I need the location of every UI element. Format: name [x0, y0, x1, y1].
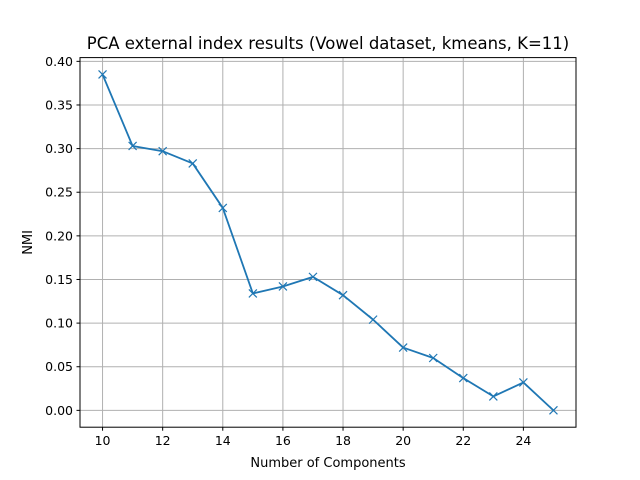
- data-point: [428, 353, 438, 363]
- plot-area: [80, 57, 576, 428]
- data-point: [549, 405, 558, 415]
- y-tick-label: 0.05: [45, 359, 73, 374]
- y-tick-label: 0.00: [45, 403, 73, 418]
- data-point-marker: [278, 282, 288, 291]
- y-tick-label: 0.15: [45, 272, 73, 287]
- data-point-marker: [458, 373, 468, 383]
- x-tick-label: 20: [395, 433, 411, 448]
- data-point: [518, 378, 528, 387]
- x-tick-label: 16: [275, 433, 291, 448]
- data-point-marker: [128, 141, 138, 151]
- y-axis-label: NMI: [21, 230, 36, 255]
- x-axis-label: Number of Components: [250, 456, 405, 471]
- data-point: [278, 282, 288, 291]
- grid: [80, 57, 576, 428]
- y-tick-label: 0.20: [45, 228, 73, 243]
- data-point: [248, 289, 258, 298]
- data-point-marker: [158, 146, 168, 156]
- data-point: [188, 159, 198, 168]
- y-tick-label: 0.40: [45, 54, 73, 69]
- y-tick-label: 0.25: [45, 185, 73, 200]
- data-point: [458, 373, 468, 383]
- data-point: [158, 146, 168, 156]
- data-point-marker: [248, 289, 258, 298]
- data-point-marker: [428, 353, 438, 363]
- ticks: 10 12 14 16 18 20 22 24 0.00 0.05 0.10 0.15 0.20 0.25…: [45, 54, 531, 448]
- data-point-marker: [398, 343, 408, 352]
- data-point-marker: [98, 70, 107, 79]
- data-point: [98, 70, 107, 79]
- data-point-marker: [338, 290, 348, 300]
- axes-frame: [79, 57, 577, 428]
- x-tick-label: 10: [95, 433, 111, 448]
- chart-title: PCA external index results (Vowel datase…: [87, 34, 569, 53]
- data-point-marker: [308, 272, 318, 282]
- data-point: [488, 391, 498, 401]
- y-tick-label: 0.10: [45, 316, 73, 331]
- data-point: [218, 203, 228, 213]
- y-tick-label: 0.30: [45, 141, 73, 156]
- x-tick-label: 24: [515, 433, 531, 448]
- x-tick-label: 22: [455, 433, 471, 448]
- data-point: [398, 343, 408, 352]
- data-point: [308, 272, 318, 282]
- series-layer: [98, 70, 558, 415]
- y-tick-label: 0.35: [45, 97, 73, 112]
- data-point-marker: [488, 391, 498, 401]
- data-point-marker: [368, 315, 378, 325]
- series-line: [101, 73, 555, 412]
- x-tick-label: 14: [215, 433, 231, 448]
- series-0: [98, 70, 558, 415]
- data-point: [338, 290, 348, 300]
- x-tick-label: 12: [155, 433, 171, 448]
- data-point-marker: [188, 159, 198, 168]
- x-tick-label: 18: [335, 433, 351, 448]
- data-point: [368, 315, 378, 325]
- data-point-marker: [518, 378, 528, 387]
- data-point-marker: [549, 405, 558, 415]
- data-point-marker: [218, 203, 228, 213]
- data-point: [128, 141, 138, 151]
